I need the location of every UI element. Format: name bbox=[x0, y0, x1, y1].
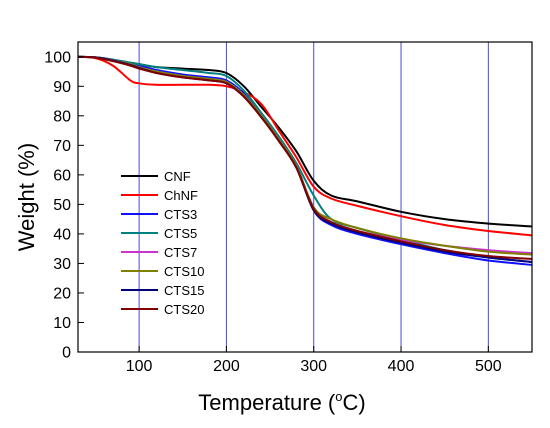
y-tick-label: 50 bbox=[53, 197, 71, 214]
y-tick-label: 0 bbox=[62, 345, 71, 362]
y-tick-label: 90 bbox=[53, 79, 71, 96]
series-line-cts7 bbox=[77, 55, 533, 255]
y-tick-label: 60 bbox=[53, 167, 71, 184]
legend-label-cts20: CTS20 bbox=[164, 302, 204, 317]
legend-label-cts5: CTS5 bbox=[164, 226, 197, 241]
y-tick-label: 40 bbox=[53, 226, 71, 243]
y-axis-title: Weight (%) bbox=[14, 143, 39, 251]
legend-label-cts15: CTS15 bbox=[164, 283, 204, 298]
legend-label-cts3: CTS3 bbox=[164, 207, 197, 222]
series-line-cts20 bbox=[77, 55, 533, 260]
x-tick-label: 400 bbox=[388, 358, 415, 375]
legend-label-cts10: CTS10 bbox=[164, 264, 204, 279]
y-tick-label: 80 bbox=[53, 108, 71, 125]
y-tick-label: 70 bbox=[53, 138, 71, 155]
y-tick-label: 100 bbox=[44, 49, 71, 66]
axis-ticks: 100 200 300 400 500 0 10 20 30 40 50 60 70 80 90 100 bbox=[44, 49, 501, 375]
series-line-cts10 bbox=[77, 55, 533, 256]
plot-frame bbox=[77, 41, 533, 353]
x-axis-title: Temperature (oC) bbox=[198, 389, 365, 415]
series-line-cts5 bbox=[77, 55, 533, 263]
series-lines bbox=[77, 55, 533, 266]
legend-label-chnf: ChNF bbox=[164, 188, 198, 203]
y-tick-label: 20 bbox=[53, 285, 71, 302]
x-tick-label: 100 bbox=[126, 358, 153, 375]
legend-label-cts7: CTS7 bbox=[164, 245, 197, 260]
series-line-cnf bbox=[77, 55, 533, 228]
x-tick-label: 200 bbox=[213, 358, 240, 375]
y-tick-label: 10 bbox=[53, 315, 71, 332]
y-tick-label: 30 bbox=[53, 256, 71, 273]
series-line-cts15 bbox=[77, 55, 533, 263]
legend-label-cnf: CNF bbox=[164, 169, 191, 184]
x-tick-label: 300 bbox=[300, 358, 327, 375]
legend: CNF ChNF CTS3 CTS5 CTS7 CTS10 CTS15 CTS20 bbox=[121, 169, 204, 317]
series-line-chnf bbox=[77, 55, 533, 237]
x-tick-label: 500 bbox=[475, 358, 502, 375]
